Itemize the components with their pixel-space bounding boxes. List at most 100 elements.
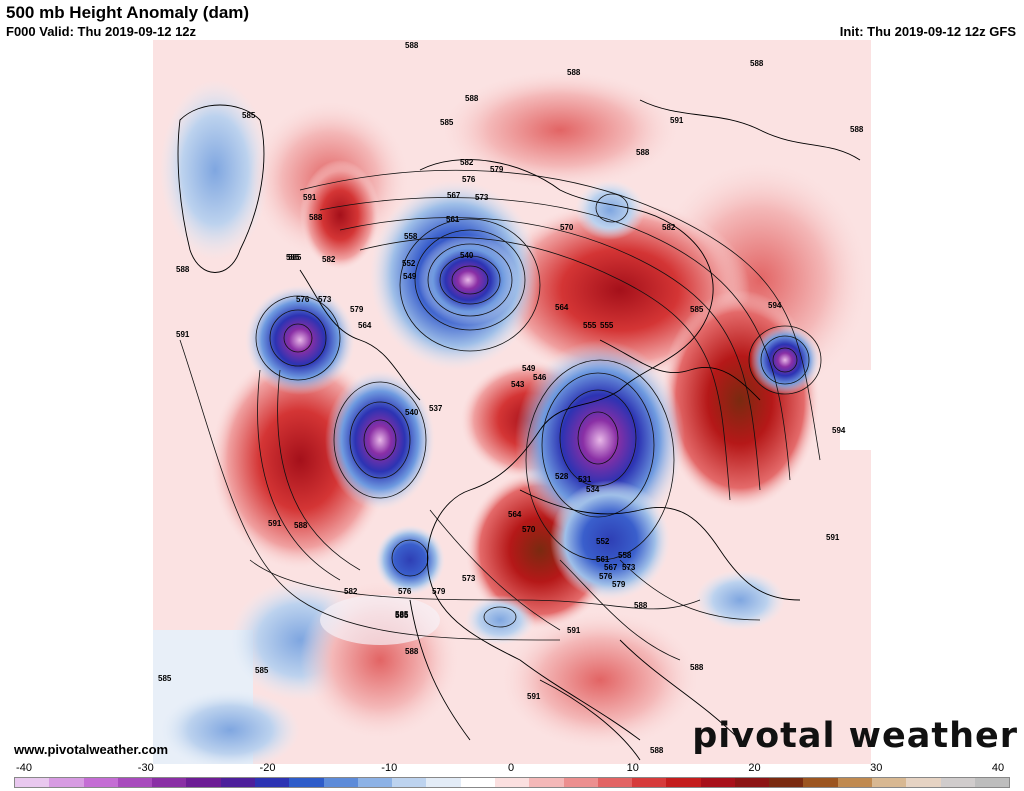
contour-label: 552 xyxy=(402,259,416,268)
contour-label: 576 xyxy=(398,587,412,596)
colorbar-swatch xyxy=(529,778,564,787)
contour-label: 591 xyxy=(567,626,581,635)
contour-label: 582 xyxy=(460,158,474,167)
colorbar-swatch xyxy=(734,778,770,787)
colorbar-swatch xyxy=(872,778,907,787)
contour-label: 588 xyxy=(567,68,581,77)
contour-label: 552 xyxy=(596,537,610,546)
colorbar-swatch xyxy=(803,778,838,787)
contour-label: 558 xyxy=(404,232,418,241)
colorbar-swatch xyxy=(426,778,461,787)
colorbar-swatch xyxy=(494,778,530,787)
footer-url[interactable]: www.pivotalweather.com xyxy=(14,742,169,757)
contour-label: 564 xyxy=(358,321,372,330)
contour-label: 585 xyxy=(690,305,704,314)
contour-label: 588 xyxy=(634,601,648,610)
colorbar-tick-label: 0 xyxy=(507,762,515,774)
colorbar-swatch xyxy=(15,778,50,787)
contour-label: 585 xyxy=(395,611,409,620)
colorbar-tick-label: -10 xyxy=(381,762,398,774)
contour-label: 546 xyxy=(533,373,547,382)
contour-label: 591 xyxy=(527,692,541,701)
contour-label: 528 xyxy=(555,472,569,481)
contour-label: 588 xyxy=(636,148,650,157)
contour-label: 573 xyxy=(475,193,489,202)
brand-logo: pivotal weather xyxy=(692,716,1018,756)
colorbar-tick-label: -30 xyxy=(137,762,154,774)
contour-label: 591 xyxy=(176,330,190,339)
colorbar-tick-label: 30 xyxy=(870,762,883,774)
contour-label: 588 xyxy=(405,41,419,50)
colorbar-swatch xyxy=(117,778,153,787)
contour-label: 585 xyxy=(395,610,409,619)
contour-label: 591 xyxy=(670,116,684,125)
contour-label: 588 xyxy=(176,265,190,274)
colorbar-swatch xyxy=(906,778,941,787)
contour-label: 594 xyxy=(768,301,782,310)
contour-label: 555 xyxy=(600,321,614,330)
contour-label: 588 xyxy=(309,213,323,222)
colorbar-swatch xyxy=(837,778,873,787)
contour-label: 570 xyxy=(560,223,574,232)
init-time: Init: Thu 2019-09-12 12z GFS xyxy=(839,24,1016,39)
contour-label: 585 xyxy=(242,111,256,120)
colorbar-swatch xyxy=(357,778,393,787)
contour-label: 591 xyxy=(303,193,317,202)
colorbar-tick-label: 40 xyxy=(991,762,1005,774)
contour-label: 588 xyxy=(650,746,664,755)
colorbar-swatch xyxy=(940,778,975,787)
contour-label: 588 xyxy=(405,647,419,656)
height-contours xyxy=(179,169,822,661)
contour-label: 594 xyxy=(832,426,846,435)
colorbar-swatch xyxy=(392,778,427,787)
contour-label: 585 xyxy=(288,253,302,262)
map-title: 500 mb Height Anomaly (dam) xyxy=(6,3,250,22)
contour-label: 573 xyxy=(622,563,636,572)
colorbar-swatch xyxy=(49,778,84,787)
map-canvas: 588 588 588 585 585 591 588 585 582 579 … xyxy=(153,40,871,764)
anomaly-map[interactable]: 588 588 588 585 585 591 588 585 582 579 … xyxy=(0,40,1024,764)
contour-label: 531 xyxy=(578,475,592,484)
colorbar-swatch xyxy=(974,778,1010,787)
colorbar-swatch xyxy=(460,778,495,787)
colorbar-swatch xyxy=(323,778,358,787)
contour-label: 588 xyxy=(750,59,764,68)
contour-label: 588 xyxy=(850,125,864,134)
contour-label: 576 xyxy=(296,295,310,304)
contour-label: 537 xyxy=(429,404,443,413)
contour-label: 579 xyxy=(612,580,626,589)
colorbar-swatch xyxy=(700,778,735,787)
contour-label: 582 xyxy=(344,587,358,596)
contour-label: 591 xyxy=(826,533,840,542)
colorbar-tick-label: -40 xyxy=(16,762,32,774)
contour-label: 579 xyxy=(350,305,364,314)
contour-label: 564 xyxy=(508,510,522,519)
colorbar-swatch xyxy=(152,778,187,787)
contour-label: 588 xyxy=(465,94,479,103)
colorbar-swatch xyxy=(632,778,667,787)
colorbar-swatch xyxy=(254,778,290,787)
contour-label: 561 xyxy=(596,555,610,564)
colorbar xyxy=(14,777,1010,788)
contour-label: 588 xyxy=(294,521,308,530)
colorbar-tick-label: -20 xyxy=(259,762,276,774)
contour-label: 573 xyxy=(462,574,476,583)
contour-label: 549 xyxy=(403,272,417,281)
colorbar-swatch xyxy=(666,778,701,787)
contour-label: 549 xyxy=(522,364,536,373)
contour-label: 588 xyxy=(690,663,704,672)
contour-label: 585 xyxy=(440,118,454,127)
contour-label: 555 xyxy=(583,321,597,330)
contour-label: 561 xyxy=(446,215,460,224)
contour-label: 585 xyxy=(255,666,269,675)
colorbar-swatch xyxy=(289,778,324,787)
contour-labels: 588 588 588 585 585 591 588 585 582 579 … xyxy=(158,41,864,755)
contour-label: 540 xyxy=(405,408,419,417)
colorbar-swatch xyxy=(186,778,221,787)
colorbar-swatch xyxy=(83,778,118,787)
contour-label: 582 xyxy=(322,255,336,264)
contour-label: 567 xyxy=(604,563,618,572)
colorbar-swatch xyxy=(220,778,255,787)
contour-label: 585 xyxy=(158,674,172,683)
contour-label: 576 xyxy=(462,175,476,184)
